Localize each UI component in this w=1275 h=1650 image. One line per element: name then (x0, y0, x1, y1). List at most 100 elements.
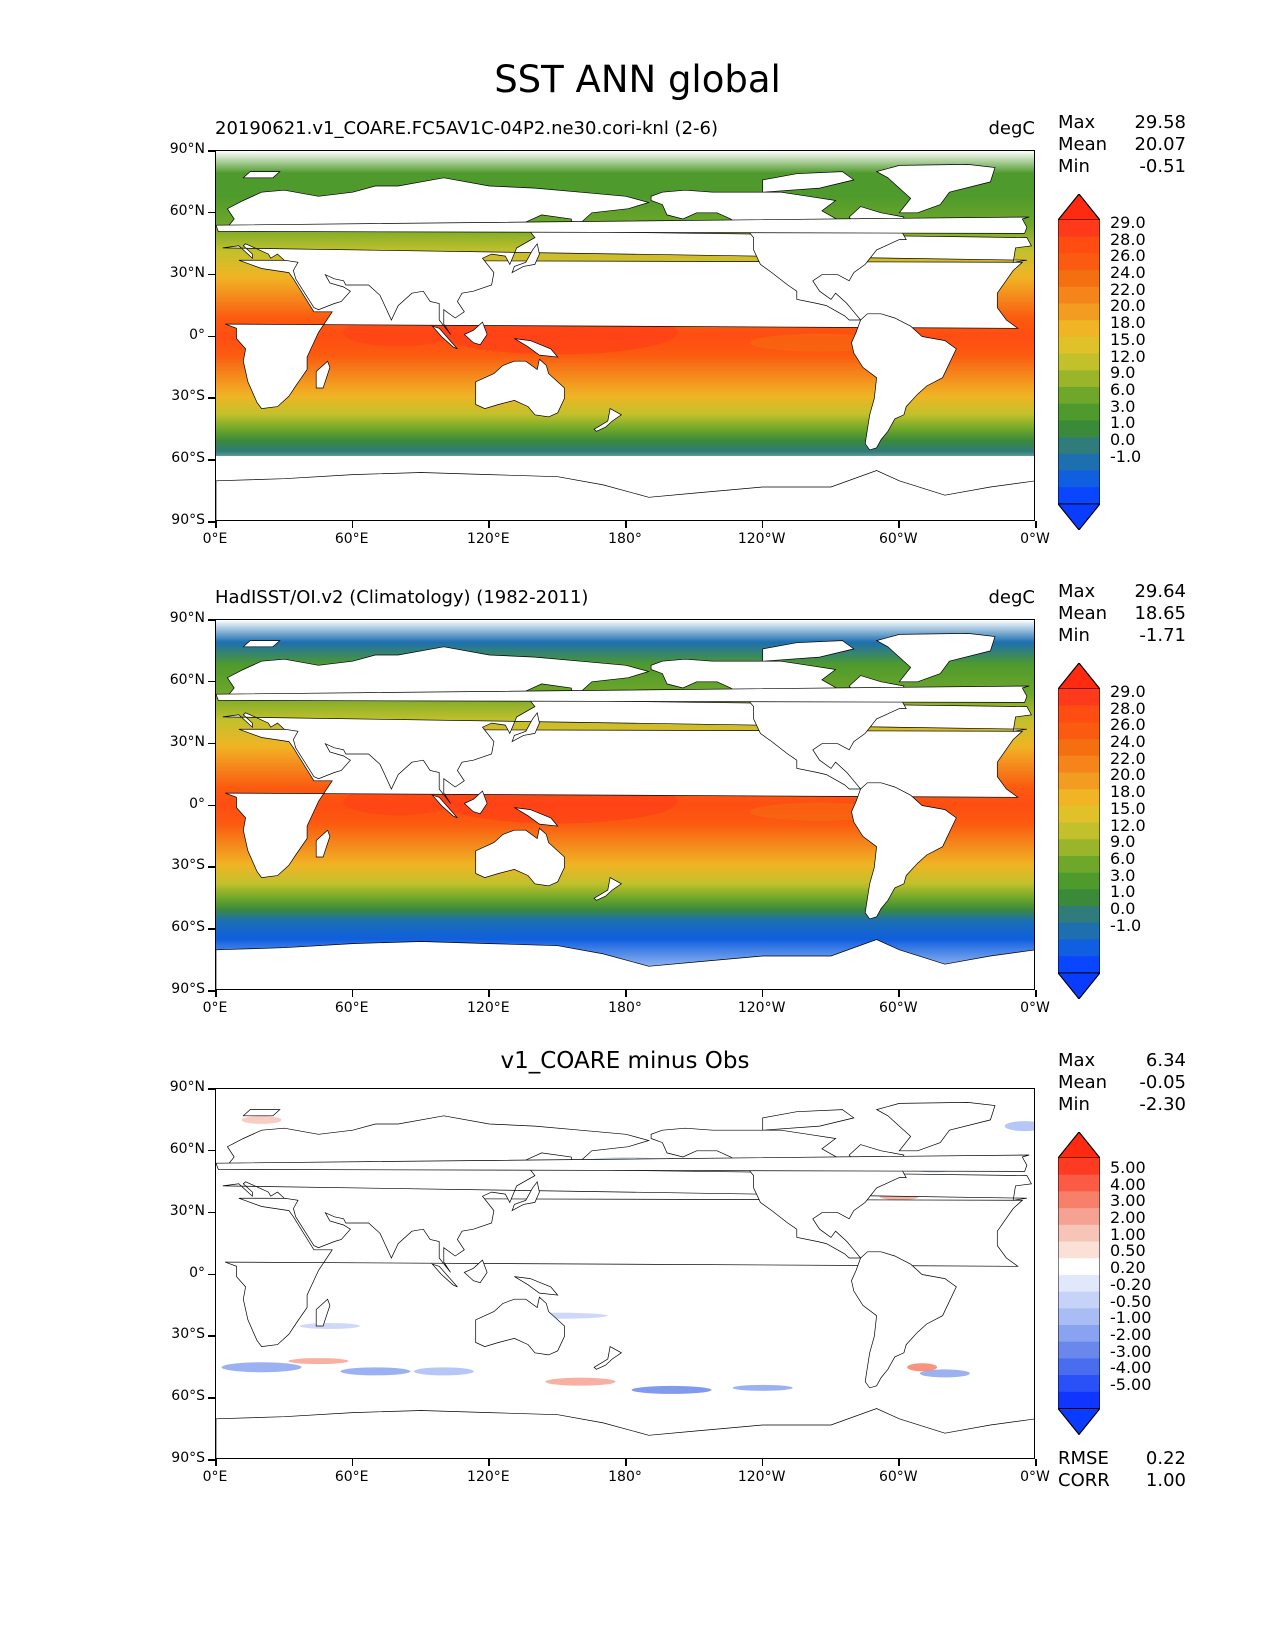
y-tick-mark (208, 1335, 215, 1337)
stat-value: -1.71 (1139, 625, 1186, 646)
x-tick-mark (1035, 990, 1037, 997)
y-tick-label: 90°N (169, 610, 205, 626)
landmass-samerica (851, 313, 957, 451)
colorbar-labels: 5.00 4.00 3.00 2.00 1.00 0.50 0.20 -0.20 -0.50 -1… (1110, 1158, 1152, 1394)
x-tick-label: 60°E (334, 1469, 369, 1485)
y-tick-label: 0° (189, 1264, 205, 1281)
anomaly-patch (288, 1358, 349, 1365)
colorbar-segment (1058, 956, 1100, 974)
colorbar (1058, 663, 1100, 999)
y-tick-mark (208, 397, 215, 399)
colorbar-segment (1058, 470, 1100, 488)
colorbar-tick-label: 28.0 (1110, 698, 1146, 718)
y-tick-mark (208, 1149, 215, 1152)
colorbar-tick-label: 22.0 (1110, 748, 1146, 768)
anomaly-patch (413, 1367, 474, 1376)
landmass-madagascar (315, 829, 331, 858)
colorbar-segment (1058, 1258, 1100, 1276)
x-tick-mark (351, 990, 354, 997)
anomaly-patch (732, 1384, 793, 1391)
colorbar (1058, 194, 1100, 530)
anomaly-patch (545, 1377, 616, 1386)
stats-box: Max 29.58 Mean 20.07 Min -0.51 (1058, 112, 1186, 178)
metric-label: CORR (1058, 1470, 1110, 1491)
landmass-arctic-is (762, 1109, 855, 1131)
landmass-newguinea (514, 807, 559, 827)
y-tick-mark (208, 273, 215, 276)
colorbar-segment (1058, 822, 1100, 840)
colorbar-tick-label: 3.0 (1110, 865, 1136, 885)
colorbar-segment (1058, 1191, 1100, 1209)
colorbar-segment (1058, 906, 1100, 924)
landmass-svalbard (242, 640, 281, 648)
landmass-nz (593, 408, 623, 432)
colorbar-tick-label: 26.0 (1110, 715, 1146, 735)
landmass-madagascar (315, 1298, 331, 1327)
y-tick-mark (208, 680, 215, 683)
landmass-newguinea (514, 338, 559, 358)
landmass-sumatra (431, 325, 458, 350)
colorbar-segment (1058, 1341, 1100, 1359)
colorbar-tick-label: 20.0 (1110, 296, 1146, 316)
colorbar-tick-label: -1.0 (1110, 915, 1142, 935)
x-tick-mark (215, 990, 217, 997)
map-svg (216, 151, 1034, 520)
colorbar-tick-label: -2.00 (1110, 1324, 1152, 1344)
colorbar-segment (1058, 1391, 1100, 1409)
colorbar-segment (1058, 1174, 1100, 1192)
x-tick-label: 120°E (467, 1000, 510, 1016)
stat-label: Min (1058, 1094, 1090, 1115)
colorbar-tick-label: 5.00 (1110, 1158, 1146, 1177)
colorbar-segment (1058, 755, 1100, 773)
landmass-australia (475, 358, 565, 418)
y-tick-label: 60°N (169, 202, 205, 219)
x-tick-label: 0°W (1020, 1469, 1050, 1485)
panel-obs: HadISST/OI.v2 (Climatology) (1982-2011) … (0, 581, 1275, 1047)
colorbar-segment (1058, 1158, 1100, 1176)
x-tick-label: 60°W (878, 531, 918, 547)
x-tick-mark (761, 521, 764, 528)
colorbar-segment (1058, 889, 1100, 907)
colorbar-tick-label: 18.0 (1110, 313, 1146, 333)
x-tick-label: 0°W (1020, 1000, 1050, 1016)
colorbar-min-arrow (1058, 503, 1100, 530)
y-tick-mark (208, 1211, 215, 1214)
colorbar-segment (1058, 872, 1100, 890)
landmass-sumatra (431, 1263, 458, 1288)
colorbar-tick-label: 9.0 (1110, 832, 1136, 852)
panel-title: v1_COARE minus Obs (500, 1048, 750, 1074)
sst-diff-map (215, 1088, 1035, 1459)
y-tick-label: 30°S (171, 388, 205, 405)
stat-value: 29.58 (1134, 112, 1186, 133)
map-svg (216, 1089, 1034, 1458)
x-tick-mark (1035, 521, 1037, 528)
landmass-samerica (851, 1251, 957, 1389)
sst-map-obs (215, 619, 1035, 990)
colorbar-segment (1058, 370, 1100, 388)
x-tick-mark (488, 990, 490, 997)
y-tick-mark (208, 211, 215, 214)
colorbar-tick-label: -5.00 (1110, 1374, 1152, 1394)
landmass-greenland (875, 633, 996, 683)
anomaly-patch (1004, 1121, 1034, 1132)
landmass-antarctica (216, 939, 1034, 989)
y-tick-label: 90°N (169, 141, 205, 157)
y-tick-label: 0° (189, 795, 205, 812)
anomaly-patch (907, 1363, 938, 1372)
landmass-antarctica (216, 470, 1034, 520)
colorbar-segment (1058, 286, 1100, 304)
landmass-nz (593, 877, 623, 901)
landmass-uk (216, 1154, 1030, 1172)
panel-title: HadISST/OI.v2 (Climatology) (1982-2011) (215, 587, 589, 608)
y-tick-mark (208, 459, 215, 461)
x-tick-mark (898, 521, 900, 528)
y-tick-mark (208, 1459, 215, 1461)
stat-value: -0.51 (1139, 156, 1186, 177)
colorbar-tick-label: -4.00 (1110, 1358, 1152, 1378)
colorbar-segment (1058, 855, 1100, 874)
landmass-eurasia (222, 646, 1032, 804)
stat-label: Max (1058, 112, 1096, 133)
colorbar-segment (1058, 1308, 1100, 1326)
x-tick-mark (625, 990, 627, 997)
x-tick-mark (215, 1459, 217, 1466)
